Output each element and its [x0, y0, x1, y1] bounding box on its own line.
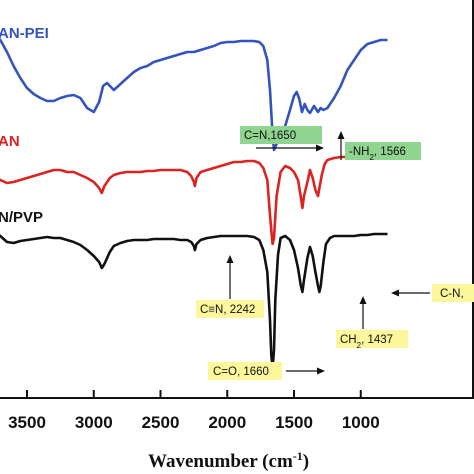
annotation-co-1660: C=O, 1660: [208, 362, 325, 380]
series-line-an-pvp: [0, 232, 388, 370]
arrow-head: [337, 131, 345, 139]
x-axis-label: Wavenumber (cm-1): [148, 449, 309, 472]
annotation-box: [196, 300, 264, 318]
annotation-cn-2242: C≡N, 2242: [196, 255, 264, 318]
x-tick-label-1500: 1500: [275, 413, 313, 432]
arrow-head: [317, 367, 325, 375]
x-tick-label-2000: 2000: [208, 413, 246, 432]
x-tick-label-2500: 2500: [142, 413, 180, 432]
annotation-box: [345, 142, 421, 160]
series-label-an-pvp: N/PVP: [0, 209, 43, 226]
series-line-an: [0, 155, 388, 246]
series-label-an: AN: [0, 133, 20, 150]
annotation-box: [208, 362, 282, 380]
annotation-cn-1650: C=N,1650: [240, 126, 324, 152]
annotation-text: CH2, 1437: [340, 334, 393, 350]
arrow-head: [316, 144, 324, 152]
arrow-head: [226, 255, 234, 263]
arrow-head: [391, 289, 399, 297]
annotation-nh2-1566: -NH2, 1566: [337, 131, 421, 162]
series-label-an-pei: AN-PEI: [0, 25, 49, 42]
annotation-box: [336, 330, 408, 348]
annotation-cn-partial: C-N,: [391, 284, 474, 302]
annotation-text: C≡N, 2242: [200, 304, 255, 316]
series-line-an-pei: [0, 37, 388, 152]
x-tick-label-1000: 1000: [342, 413, 380, 432]
annotation-box: [240, 126, 322, 144]
annotation-text: C-N,: [440, 288, 464, 300]
annotation-text: C=N,1650: [244, 130, 296, 142]
x-tick-labels: 3500 3000 2500 2000 1500 1000: [8, 413, 380, 432]
annotation-text: -NH2, 1566: [349, 146, 406, 162]
series-lines: [0, 37, 388, 370]
x-ticks: [26, 390, 362, 398]
x-tick-label-3000: 3000: [75, 413, 113, 432]
annotation-text: C=O, 1660: [213, 366, 269, 378]
x-tick-label-3500: 3500: [8, 413, 46, 432]
annotation-ch2-1437: CH2, 1437: [336, 296, 408, 350]
arrow-head: [359, 296, 367, 304]
annotation-box: [432, 284, 474, 302]
